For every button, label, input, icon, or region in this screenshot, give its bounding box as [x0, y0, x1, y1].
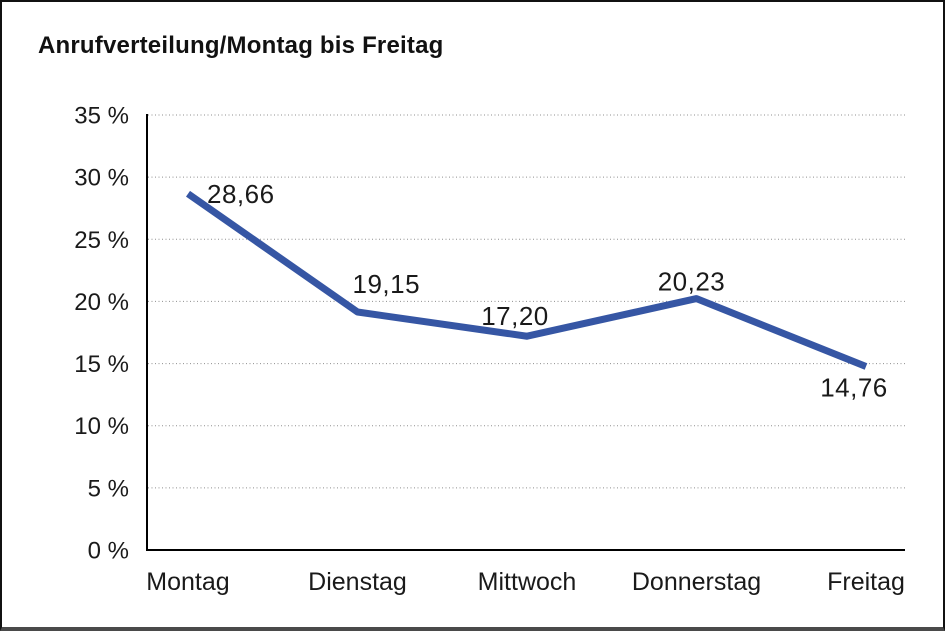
- y-axis-label: 25 %: [74, 227, 129, 254]
- y-axis-label: 30 %: [74, 165, 129, 192]
- data-point-label: 17,20: [481, 301, 549, 331]
- x-axis-label: Montag: [146, 568, 229, 596]
- y-axis-label: 20 %: [74, 289, 129, 316]
- x-axis-label: Donnerstag: [632, 568, 761, 596]
- chart-title: Anrufverteilung/Montag bis Freitag: [38, 32, 444, 59]
- y-axis-label: 0 %: [88, 538, 129, 565]
- data-point-label: 28,66: [207, 179, 275, 209]
- y-axis-label: 35 %: [74, 103, 129, 130]
- y-axis-label: 15 %: [74, 351, 129, 378]
- y-axis-label: 5 %: [88, 475, 129, 502]
- x-axis-label: Dienstag: [308, 568, 407, 596]
- x-axis-label: Freitag: [827, 568, 905, 596]
- data-point-label: 19,15: [353, 269, 421, 299]
- y-axis-label: 10 %: [74, 413, 129, 440]
- x-axis-label: Mittwoch: [478, 568, 577, 596]
- data-point-label: 20,23: [658, 267, 726, 297]
- data-point-label: 14,76: [820, 373, 888, 403]
- series-line: [185, 190, 868, 370]
